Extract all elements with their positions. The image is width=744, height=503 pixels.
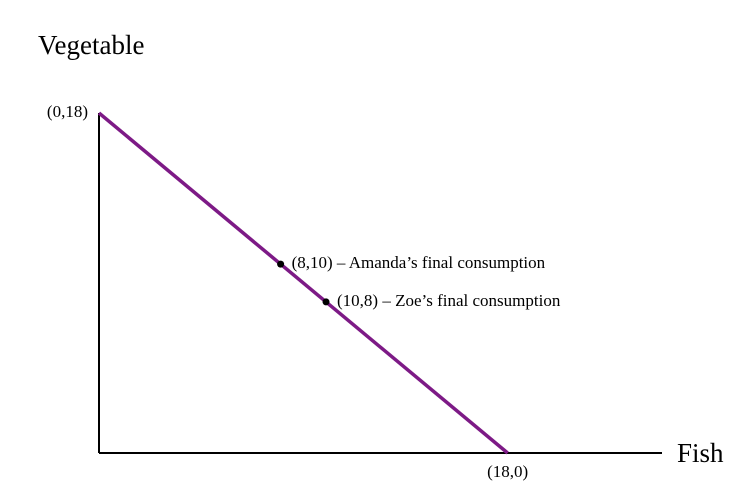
- budget-line: [97, 111, 509, 455]
- y-axis-label: Vegetable: [38, 30, 144, 60]
- point: [277, 260, 285, 268]
- annotation-label: (18,0): [487, 462, 528, 481]
- point: [322, 298, 330, 306]
- annotation-label: (0,18): [47, 102, 88, 121]
- annotation-label: (8,10) – Amanda’s final consumption: [292, 253, 546, 272]
- annotation-label: (10,8) – Zoe’s final consumption: [337, 291, 561, 310]
- x-axis-label: Fish: [677, 438, 724, 468]
